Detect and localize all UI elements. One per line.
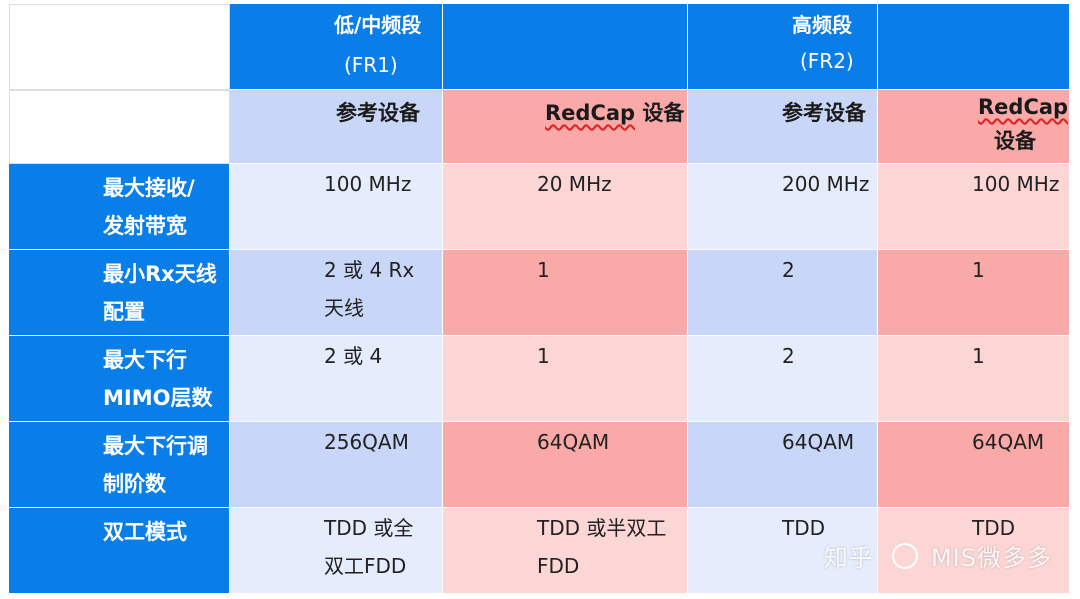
row-header-line1: 最小Rx天线 [103, 262, 217, 286]
cell-text-line1: 200 MHz [782, 172, 870, 196]
fr1-header: 低/中频段 (FR1) [230, 4, 443, 90]
corner-cell [9, 4, 230, 90]
row-header: 最大下行 MIMO层数 [9, 336, 230, 422]
fr2-header: 高频段 (FR2) [688, 4, 878, 90]
cell-text-line1: 100 MHz [972, 172, 1060, 196]
table-cell-fr1-red: 1 [443, 336, 688, 422]
fr1-subtitle: (FR1) [344, 53, 398, 77]
watermark: 知乎 MIS微多多 [824, 538, 1052, 573]
row-header-line1: 双工模式 [103, 520, 187, 544]
cell-text-line1: 64QAM [537, 430, 610, 454]
cell-text-line1: 2 或 4 [324, 344, 383, 368]
table-cell-fr1-red: 20 MHz [443, 164, 688, 250]
row-header-line2: 制阶数 [103, 472, 166, 496]
cell-text-line2: 双工FDD [324, 554, 407, 578]
cell-text-line1: TDD 或半双工 [537, 516, 667, 540]
cell-text-line1: 1 [537, 258, 550, 282]
watermark-at-icon [892, 543, 919, 569]
fr1-header-ext [443, 4, 688, 90]
fr2-subtitle: (FR2) [800, 49, 854, 73]
watermark-author: MIS微多多 [930, 544, 1052, 572]
fr1-title: 低/中频段 [334, 13, 422, 37]
fr2-redcap-suffix: 设备 [994, 129, 1036, 153]
table-cell-fr1-ref: 256QAM [230, 422, 443, 508]
subheader-fr1-ref: 参考设备 [230, 90, 443, 164]
table-cell-fr1-red: 64QAM [443, 422, 688, 508]
cell-text-line1: TDD [782, 516, 826, 540]
row-header-line1: 最大接收/ [103, 176, 195, 200]
fr2-title: 高频段 [792, 13, 852, 37]
subheader-fr2-redcap: RedCap 设备 [878, 90, 1070, 164]
table-cell-fr1-ref: 2 或 4 Rx 天线 [230, 250, 443, 336]
row-header: 双工模式 [9, 508, 230, 594]
table-cell-fr2-ref: 2 [688, 336, 878, 422]
cell-text-line1: 2 [782, 258, 795, 282]
row-header-line1: 最大下行 [103, 348, 187, 372]
cell-text-line1: 1 [537, 344, 550, 368]
table-cell-fr1-ref: 2 或 4 [230, 336, 443, 422]
cell-text-line1: 1 [972, 344, 985, 368]
row-header: 最小Rx天线 配置 [9, 250, 230, 336]
cell-text-line1: 2 或 4 Rx [324, 258, 415, 282]
table-cell-fr2-red: 100 MHz [878, 164, 1070, 250]
cell-text-line1: 64QAM [972, 430, 1045, 454]
table-cell-fr2-ref: 64QAM [688, 422, 878, 508]
fr1-ref-label: 参考设备 [336, 101, 420, 125]
row-header: 最大接收/发射带宽 [9, 164, 230, 250]
cell-text-line1: 2 [782, 344, 795, 368]
cell-text-line1: 1 [972, 258, 985, 282]
cell-text-line2: 天线 [324, 296, 364, 320]
table-cell-fr1-ref: 100 MHz [230, 164, 443, 250]
table-cell-fr2-red: 1 [878, 336, 1070, 422]
cell-text-line1: 100 MHz [324, 172, 412, 196]
row-header-line2: 发射带宽 [103, 214, 187, 238]
table-cell-fr2-red: 1 [878, 250, 1070, 336]
cell-text-line1: 64QAM [782, 430, 855, 454]
table-cell-fr1-red: 1 [443, 250, 688, 336]
subheader-fr2-ref: 参考设备 [688, 90, 878, 164]
table-cell-fr1-red: TDD 或半双工 FDD [443, 508, 688, 594]
row-header-line2: MIMO层数 [103, 386, 213, 410]
row-header: 最大下行调 制阶数 [9, 422, 230, 508]
fr2-header-ext [878, 4, 1070, 90]
watermark-site: 知乎 [823, 544, 874, 572]
cell-text-line1: TDD 或全 [324, 516, 414, 540]
subheader-corner [9, 90, 230, 164]
fr2-redcap-word: RedCap [978, 95, 1069, 119]
cell-text-line1: TDD [972, 516, 1016, 540]
table-cell-fr2-red: 64QAM [878, 422, 1070, 508]
fr1-redcap-suffix: 设备 [635, 101, 685, 125]
table-cell-fr2-ref: 2 [688, 250, 878, 336]
row-header-line1: 最大下行调 [103, 434, 208, 458]
table-cell-fr2-ref: 200 MHz [688, 164, 878, 250]
subheader-fr1-redcap: RedCap 设备 [443, 90, 688, 164]
table-cell-fr2-ref: TDD [688, 508, 878, 594]
cell-text-line2: FDD [537, 554, 580, 578]
row-header-line2: 配置 [103, 300, 145, 324]
fr1-redcap-label: RedCap 设备 [545, 96, 684, 130]
cell-text-line1: 256QAM [324, 430, 409, 454]
table-cell-fr1-ref: TDD 或全 双工FDD [230, 508, 443, 594]
fr2-ref-label: 参考设备 [782, 101, 866, 125]
fr1-redcap-word: RedCap [545, 101, 636, 125]
cell-text-line1: 20 MHz [537, 172, 612, 196]
